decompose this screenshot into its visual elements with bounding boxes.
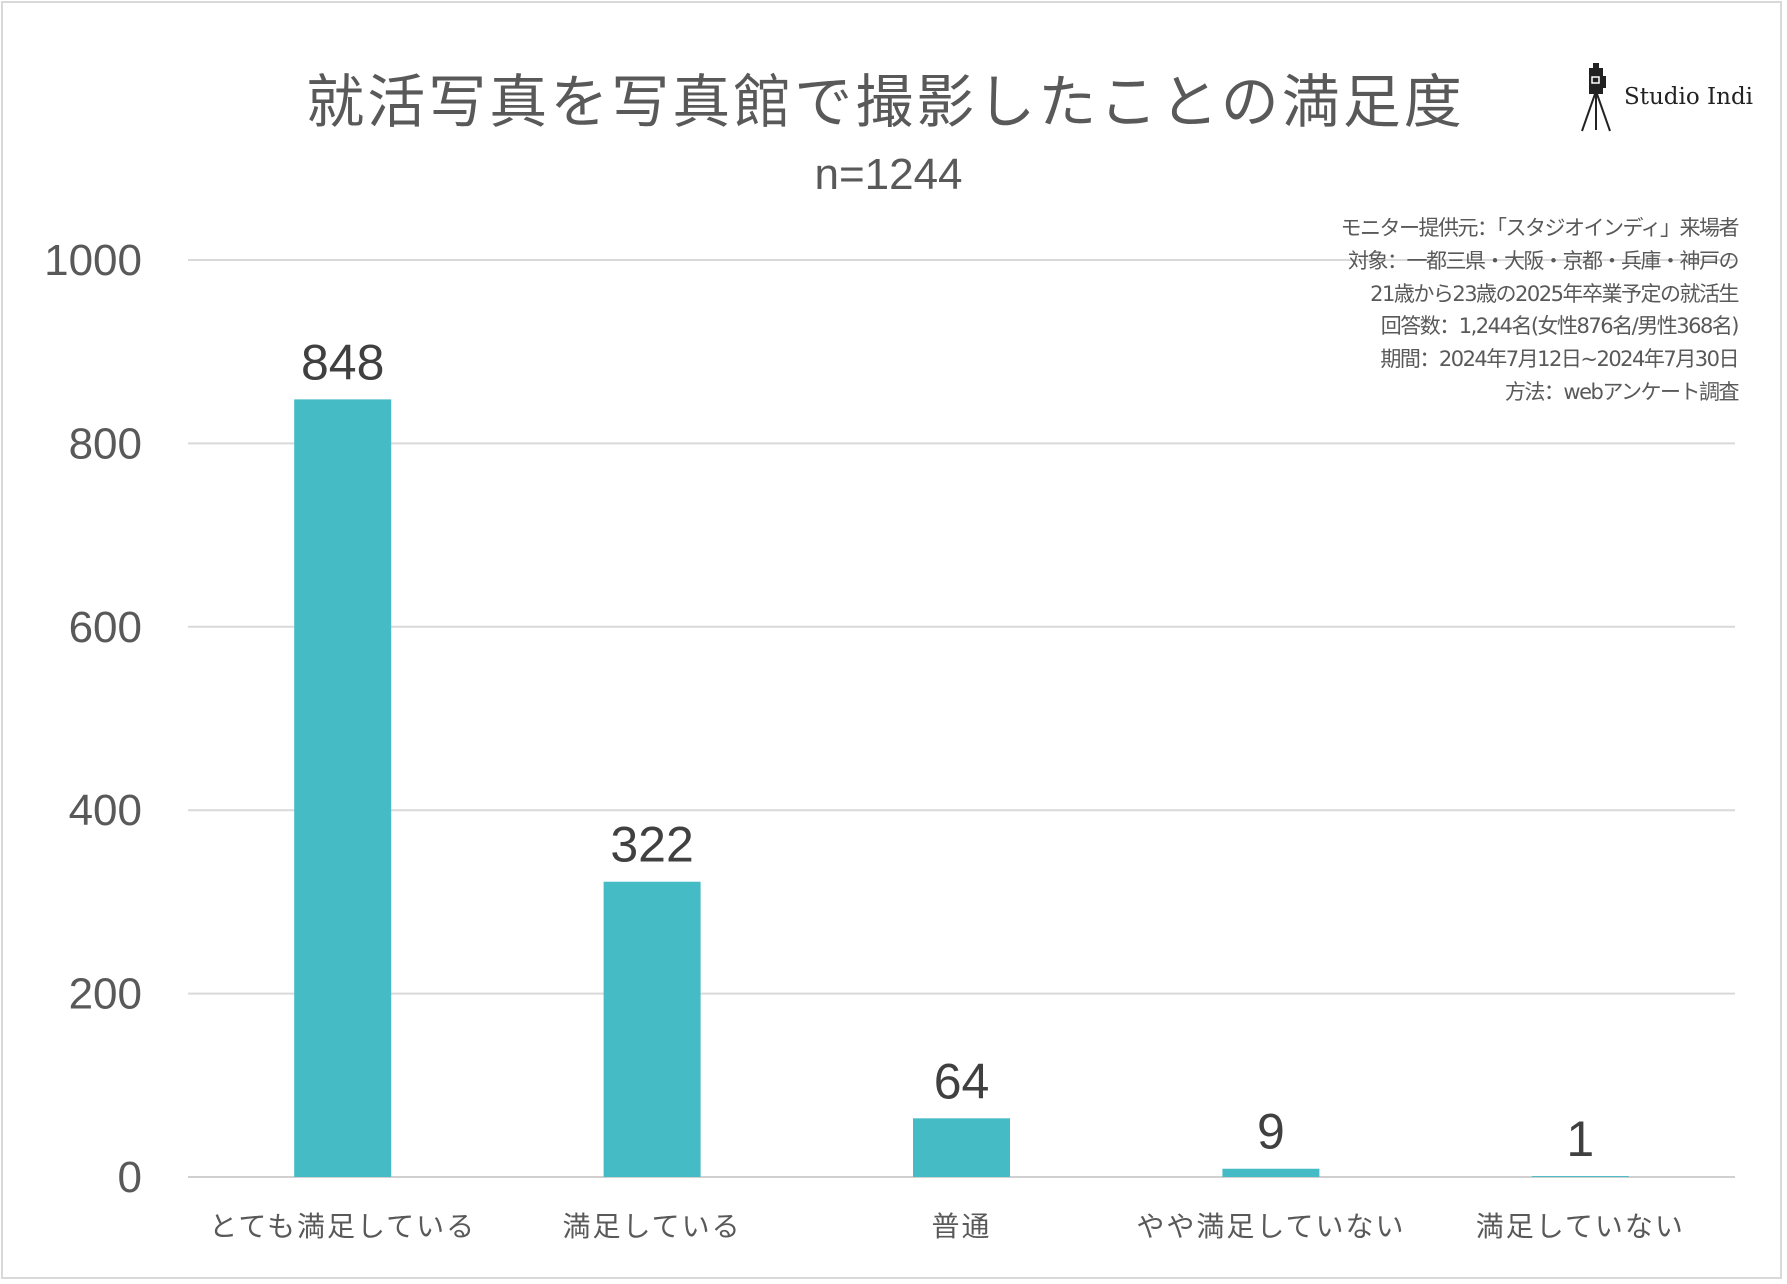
x-tick-label: とても満足している xyxy=(209,1210,476,1243)
data-label: 64 xyxy=(934,1053,990,1109)
note-line: 21歳から23歳の2025年卒業予定の就活生 xyxy=(1370,281,1739,306)
note-line: 対象：一都三県・大阪・京都・兵庫・神戸の xyxy=(1348,248,1739,273)
x-tick-label: 満足していない xyxy=(1476,1210,1685,1243)
chart-subtitle-text: n=1244 xyxy=(814,150,963,199)
x-tick-label: 満足している xyxy=(563,1210,742,1243)
bar xyxy=(913,1118,1010,1177)
y-tick-label: 400 xyxy=(69,786,142,835)
bar xyxy=(603,881,701,1177)
camera-tripod-icon xyxy=(1581,63,1611,132)
bar xyxy=(294,399,392,1177)
data-label: 322 xyxy=(610,817,693,873)
note-line: 回答数：1,244名(女性876名/男性368名) xyxy=(1380,314,1740,339)
chart-title-text: 就活写真を写真館で撮影したことの満足度 xyxy=(306,68,1465,136)
data-label: 848 xyxy=(301,334,384,390)
bar xyxy=(1222,1168,1320,1177)
survey-notes: モニター提供元：「スタジオインディ」来場者 対象：一都三県・大阪・京都・兵庫・神… xyxy=(1340,212,1740,409)
y-tick-label: 0 xyxy=(118,1153,142,1202)
chart-subtitle: n=1244 xyxy=(0,150,1787,200)
y-tick-label: 800 xyxy=(69,419,142,468)
x-tick-label: やや満足していない xyxy=(1136,1210,1405,1243)
data-label: 1 xyxy=(1566,1111,1594,1167)
note-line: モニター提供元：「スタジオインディ」来場者 xyxy=(1340,216,1739,240)
note-line: 期間：2024年7月12日~2024年7月30日 xyxy=(1380,347,1739,372)
x-tick-label: 普通 xyxy=(931,1210,991,1243)
chart-title: 就活写真を写真館で撮影したことの満足度 xyxy=(0,55,1787,139)
y-tick-label: 1000 xyxy=(44,236,142,285)
data-label: 9 xyxy=(1257,1104,1285,1160)
studio-indi-logo: Studio Indi xyxy=(1580,62,1753,132)
y-tick-label: 200 xyxy=(69,970,142,1019)
logo-text: Studio Indi xyxy=(1624,84,1754,110)
note-line: 方法：webアンケート調査 xyxy=(1504,379,1740,404)
bar xyxy=(1531,1176,1629,1177)
y-tick-label: 600 xyxy=(69,603,142,652)
